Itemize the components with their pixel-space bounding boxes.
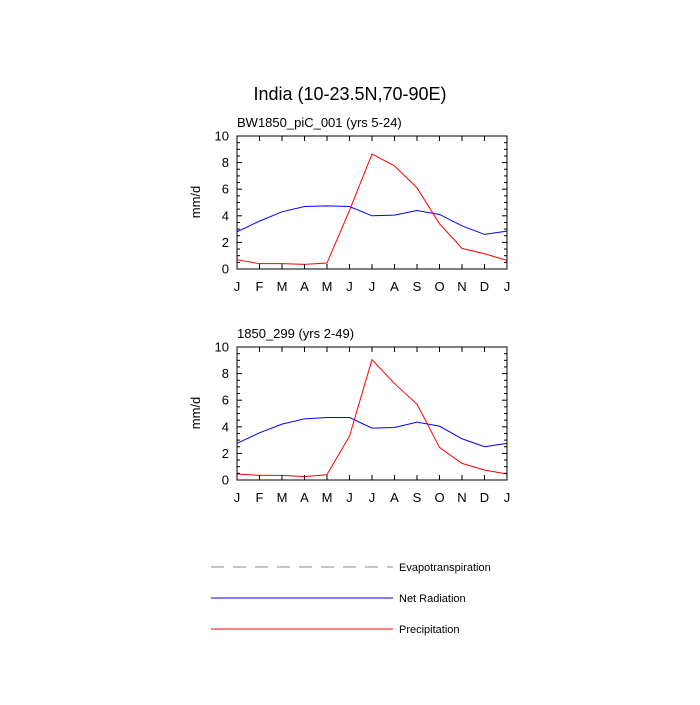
- panel-1-xtick-label: A: [390, 279, 399, 294]
- panel-2-xtick-label: F: [256, 490, 264, 505]
- figure-title: India (10-23.5N,70-90E): [253, 84, 446, 104]
- panel-2-subtitle: 1850_299 (yrs 2-49): [237, 326, 354, 341]
- panel-2-xtick-label: A: [300, 490, 309, 505]
- panel-1-xtick-label: M: [322, 279, 333, 294]
- panel-2-xtick-label: J: [504, 490, 511, 505]
- panel-1-ytick-label: 4: [222, 208, 229, 223]
- panel-1-xtick-label: N: [457, 279, 466, 294]
- panel-2-xtick-label: M: [277, 490, 288, 505]
- panel-2-ytick-label: 4: [222, 419, 229, 434]
- panel-2-xtick-label: J: [369, 490, 376, 505]
- panel-2-series-precipitation: [236, 358, 508, 478]
- panel-2-ytick-label: 2: [222, 446, 229, 461]
- panel-1-xtick-label: O: [434, 279, 444, 294]
- panel-1-xtick-label: S: [413, 279, 422, 294]
- panel-1-xtick-label: F: [256, 279, 264, 294]
- panel-1-ytick-label: 0: [222, 262, 229, 277]
- panel-1-series-precipitation: [236, 153, 508, 265]
- panel-2-ytick-label: 0: [222, 473, 229, 488]
- panel-2-ylabel: mm/d: [188, 397, 203, 430]
- panel-2-ytick-label: 6: [222, 393, 229, 408]
- legend: Evapotranspiration Net Radiation Precipi…: [211, 562, 491, 636]
- panel-1-subtitle: BW1850_piC_001 (yrs 5-24): [237, 115, 402, 130]
- legend-label-precipitation: Precipitation: [399, 624, 460, 636]
- panel-2-xtick-label: N: [457, 490, 466, 505]
- panel-1-xtick-label: J: [234, 279, 241, 294]
- panel-1-xtick-label: D: [480, 279, 489, 294]
- panel-2-xtick-label: J: [346, 490, 353, 505]
- panel-1-xtick-label: M: [277, 279, 288, 294]
- panel-1-xtick-label: J: [504, 279, 511, 294]
- panel-1-xtick-label: A: [300, 279, 309, 294]
- panel-1-xtick-label: J: [346, 279, 353, 294]
- legend-label-net-radiation: Net Radiation: [399, 593, 466, 605]
- panel-2-xtick-label: A: [390, 490, 399, 505]
- panel-1-ytick-label: 6: [222, 182, 229, 197]
- panel-1-ytick-label: 10: [215, 129, 229, 144]
- panel-2-xtick-label: J: [234, 490, 241, 505]
- panel-1-xtick-label: J: [369, 279, 376, 294]
- panel-2-ytick-label: 8: [222, 366, 229, 381]
- panel-2-frame: [236, 346, 508, 481]
- panel-2-xtick-label: S: [413, 490, 422, 505]
- panel-1-series-net-radiation: [236, 205, 508, 235]
- panel-2-series-net-radiation: [236, 416, 508, 448]
- panel-2-xtick-label: M: [322, 490, 333, 505]
- panel-2-ytick-label: 10: [215, 340, 229, 355]
- panel-1-ytick-label: 8: [222, 155, 229, 170]
- panel-1-ylabel: mm/d: [188, 186, 203, 219]
- panel-2-xtick-label: O: [434, 490, 444, 505]
- panel-2-xtick-label: D: [480, 490, 489, 505]
- panel-1-ytick-label: 2: [222, 235, 229, 250]
- legend-label-evapotranspiration: Evapotranspiration: [399, 562, 491, 574]
